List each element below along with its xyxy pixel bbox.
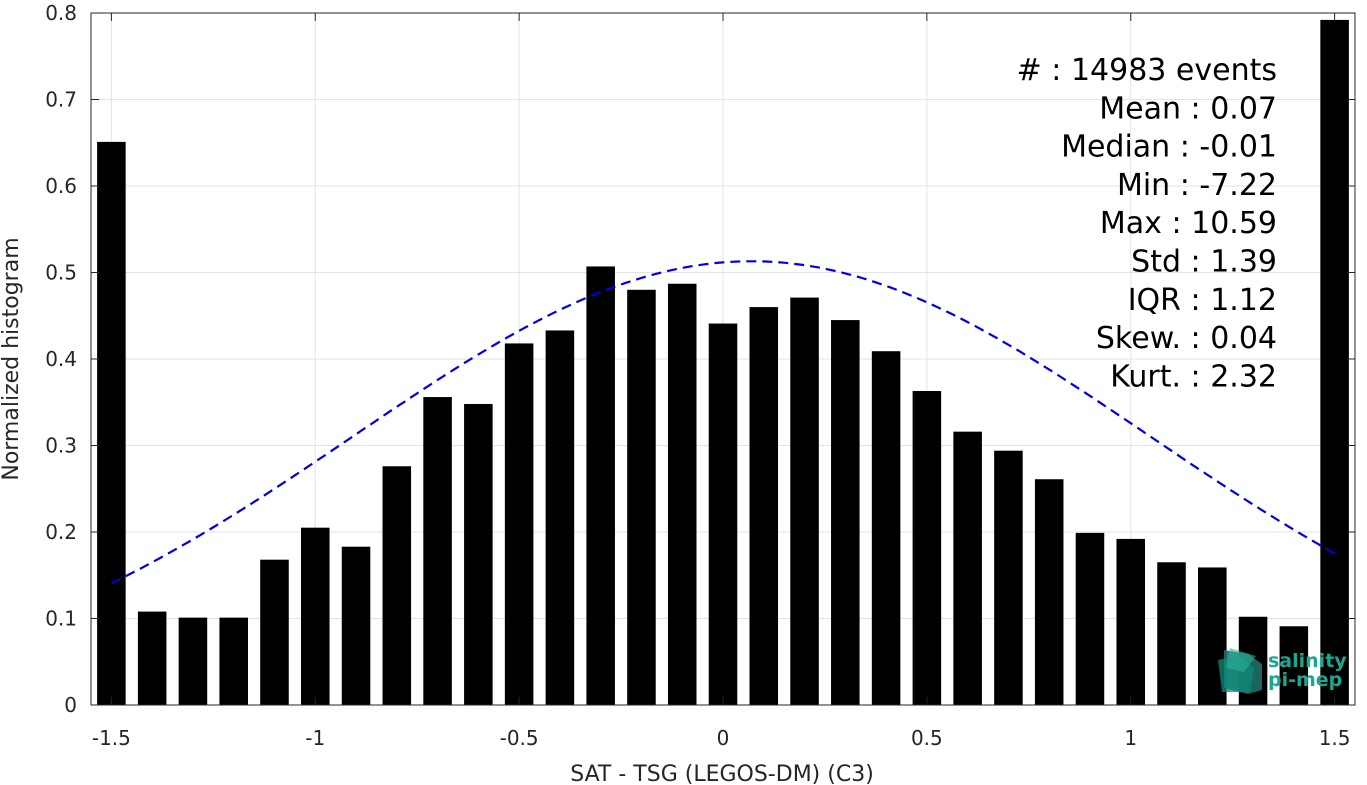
bar-19 (871, 351, 901, 705)
x-tick-label-1: -1 (305, 726, 325, 750)
bar-24 (1075, 532, 1105, 705)
stat-line-4: Max : 10.59 (1100, 206, 1277, 241)
stat-line-5: Std : 1.39 (1131, 245, 1277, 280)
x-axis-ticks: -1.5 -1 -0.5 0 0.5 1 1.5 (92, 13, 1351, 750)
bar-26 (1157, 562, 1186, 705)
y-tick-label-6: 0.6 (45, 174, 77, 198)
svg-text:salinity: salinity (1268, 650, 1347, 672)
bar-8 (423, 397, 452, 705)
x-tick-label-4: 0.5 (911, 726, 943, 750)
bar-2 (178, 617, 208, 705)
bar-3 (219, 617, 248, 705)
stat-line-0: # : 14983 events (1017, 53, 1277, 88)
bar-1 (137, 611, 167, 705)
y-tick-label-5: 0.5 (45, 261, 77, 285)
y-tick-label-2: 0.2 (45, 520, 77, 544)
bar-5 (300, 527, 330, 705)
bar-0 (97, 141, 126, 705)
x-tick-label-2: -0.5 (500, 726, 539, 750)
stat-line-1: Mean : 0.07 (1099, 91, 1277, 126)
salinity-pi-mep-logo: salinity pi-mep (1218, 648, 1347, 694)
x-axis-label: SAT - TSG (LEGOS-DM) (C3) (570, 762, 874, 785)
stat-line-8: Kurt. : 2.32 (1110, 359, 1277, 394)
stat-line-3: Min : -7.22 (1117, 168, 1277, 203)
bar-21 (953, 431, 982, 705)
svg-text:pi-mep: pi-mep (1268, 669, 1342, 691)
y-tick-label-0: 0 (64, 693, 77, 717)
bar-23 (1034, 479, 1064, 705)
y-tick-label-1: 0.1 (45, 607, 77, 631)
y-tick-label-8: 0.8 (45, 1, 77, 25)
stat-line-2: Median : -0.01 (1061, 130, 1277, 165)
bar-9 (464, 403, 493, 705)
y-tick-label-4: 0.4 (45, 347, 77, 371)
bar-4 (260, 559, 289, 705)
bar-25 (1116, 538, 1146, 705)
bar-18 (831, 320, 860, 705)
stat-line-7: Skew. : 0.04 (1096, 321, 1277, 356)
bar-15 (708, 323, 738, 705)
histogram-bars (97, 19, 1349, 706)
bar-22 (994, 450, 1023, 705)
y-tick-label-3: 0.3 (45, 434, 77, 458)
x-tick-label-3: 0 (717, 726, 730, 750)
y-tick-label-7: 0.7 (45, 88, 77, 112)
bar-13 (627, 289, 656, 705)
bar-20 (912, 391, 942, 705)
normal-fit-curve (110, 260, 1336, 585)
x-tick-label-0: -1.5 (92, 726, 131, 750)
x-tick-label-5: 1 (1124, 726, 1137, 750)
y-axis-label: Normalized histogram (0, 237, 24, 480)
bar-6 (341, 546, 371, 705)
bar-7 (382, 466, 412, 705)
bar-11 (545, 330, 575, 705)
bar-12 (586, 266, 615, 705)
bar-30 (1320, 19, 1349, 706)
bar-10 (504, 343, 534, 705)
y-axis-ticks: 0 0.1 0.2 0.3 0.4 0.5 0.6 0.7 0.8 (45, 1, 1355, 717)
bar-29 (1279, 626, 1309, 705)
bar-17 (790, 297, 819, 705)
x-tick-label-6: 1.5 (1319, 726, 1351, 750)
bar-16 (749, 307, 779, 705)
stat-line-6: IQR : 1.12 (1128, 283, 1277, 318)
bar-14 (667, 283, 697, 705)
